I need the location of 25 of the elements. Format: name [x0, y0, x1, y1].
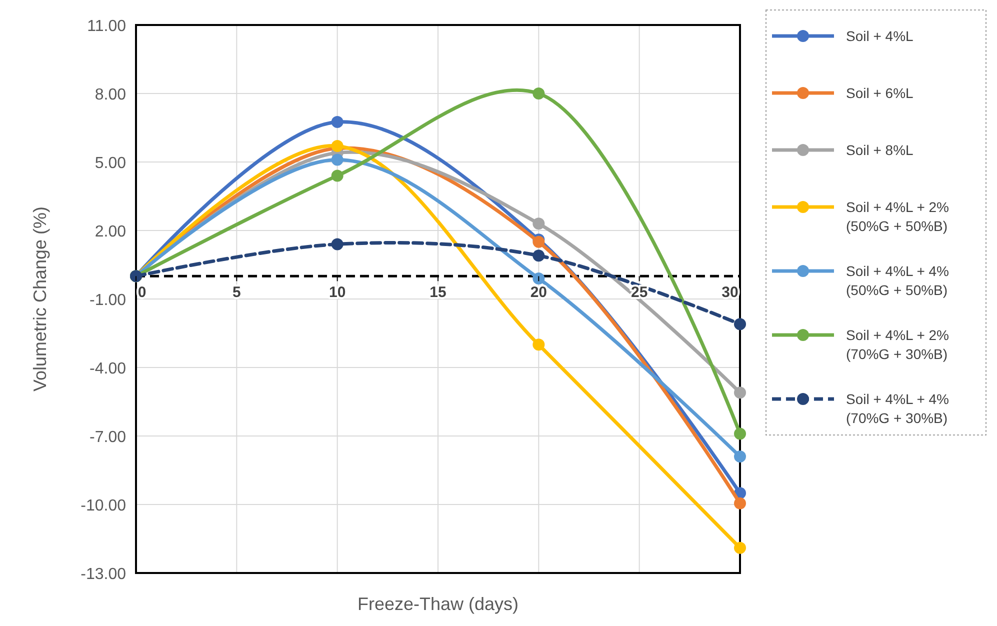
y-tick-label: 8.00	[94, 86, 126, 104]
x-tick-label: 5	[232, 284, 241, 302]
y-tick-label: -7.00	[90, 429, 126, 446]
y-tick-label: -13.00	[80, 566, 126, 583]
y-tick-label: -1.00	[90, 292, 126, 309]
legend-label: Soil + 4%L + 2% (70%G + 30%B)	[846, 327, 949, 362]
y-tick-label: -4.00	[90, 360, 126, 378]
y-tick-label: -10.00	[80, 498, 126, 514]
y-tick-label: 2.00	[94, 224, 126, 240]
y-axis-title: Volumetric Change (%)	[30, 206, 50, 392]
legend-label: Soil + 4%L	[846, 28, 914, 44]
x-tick-label: 30	[722, 284, 738, 302]
legend-label: Soil + 4%L + 2% (50%G + 50%B)	[846, 199, 949, 234]
x-tick-label: 15	[430, 284, 446, 302]
y-tick-label: 5.00	[94, 155, 126, 172]
x-tick-label: 20	[530, 284, 548, 302]
legend-label: Soil + 4%L + 4% (70%G + 30%B)	[846, 391, 949, 426]
x-tick-label: 0	[138, 284, 146, 302]
legend-label: Soil + 4%L + 4% (50%G + 50%B)	[846, 263, 949, 298]
x-tick-label: 25	[630, 284, 648, 302]
x-tick-label: 10	[328, 284, 346, 302]
legend-label: Soil + 8%L	[846, 142, 914, 158]
x-axis-title: Freeze-Thaw (days)	[357, 594, 519, 614]
legend-label: Soil + 6%L	[846, 85, 914, 101]
y-tick-label: 11.00	[87, 18, 126, 35]
